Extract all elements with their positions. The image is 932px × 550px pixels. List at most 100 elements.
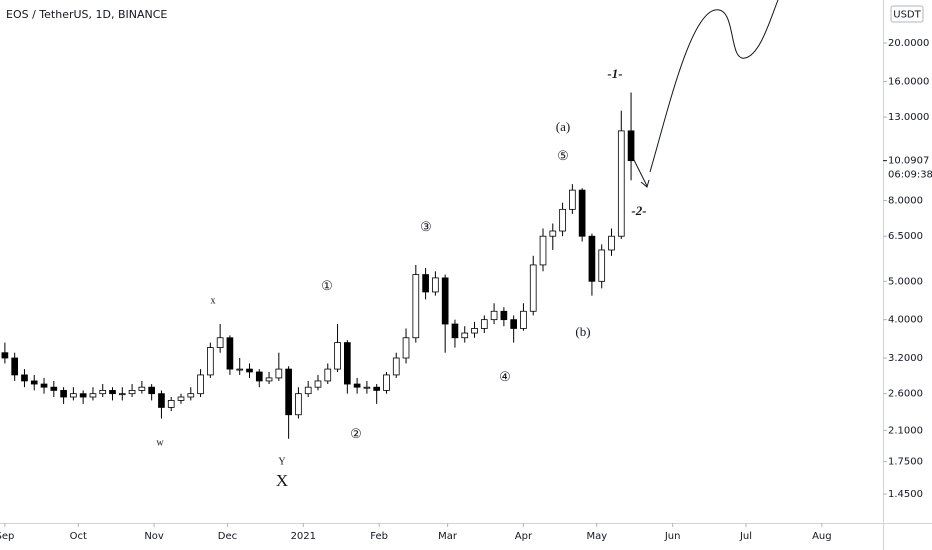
candle-body xyxy=(99,390,107,395)
candle-body xyxy=(216,337,224,348)
wave-label: X xyxy=(276,471,288,490)
candle-body xyxy=(480,319,488,329)
x-tick-label: Nov xyxy=(144,531,164,542)
candle-body xyxy=(451,323,459,339)
x-tick-label: Oct xyxy=(70,531,87,542)
candle-body xyxy=(343,342,351,385)
candle-body xyxy=(138,386,146,391)
y-tick-label: 8.0000 xyxy=(888,196,923,207)
candle-body xyxy=(60,390,67,398)
wave-label: -2- xyxy=(631,203,646,218)
wave-label: -1- xyxy=(607,66,622,81)
candle-body xyxy=(559,208,566,232)
candle-body xyxy=(510,319,517,329)
candle-body xyxy=(569,189,576,210)
candle-body xyxy=(598,249,606,282)
candle-body xyxy=(79,393,87,398)
candle-body xyxy=(167,400,175,408)
candle-body xyxy=(118,393,126,396)
candle-body xyxy=(578,189,586,237)
last-price-label: 10.0907 xyxy=(888,156,929,167)
candle-body xyxy=(246,368,253,373)
candle-body xyxy=(314,380,322,388)
currency-badge[interactable] xyxy=(890,5,924,23)
x-tick-label: Sep xyxy=(0,531,14,542)
wave-label: ② xyxy=(350,426,362,441)
wave-label: Y xyxy=(278,456,285,467)
candle-body xyxy=(158,393,165,408)
x-tick-label: Jun xyxy=(664,531,681,542)
candle-body xyxy=(373,386,381,391)
y-tick-label: 1.4500 xyxy=(888,489,923,500)
candle-body xyxy=(353,383,361,388)
candle-body xyxy=(70,393,77,398)
y-tick-label: 5.0000 xyxy=(888,276,923,287)
candle-body xyxy=(627,130,635,162)
candle-body xyxy=(588,235,596,282)
candle-body xyxy=(461,332,469,339)
x-tick-label: Mar xyxy=(438,531,458,542)
wave-label: (a) xyxy=(556,119,570,134)
candle-body xyxy=(285,368,292,416)
candle-body xyxy=(177,396,185,401)
chart-title: EOS / TetherUS, 1D, BINANCE xyxy=(6,8,167,21)
candle-body xyxy=(50,386,58,391)
candle-body xyxy=(207,347,214,376)
y-tick-label: 3.2000 xyxy=(888,353,923,364)
candle-body xyxy=(1,352,9,359)
candle-body xyxy=(539,235,547,266)
candle-body xyxy=(471,328,478,334)
candle-body xyxy=(392,357,400,376)
wave-label: w xyxy=(156,437,164,448)
candle-body xyxy=(265,377,273,382)
y-tick-label: 13.0000 xyxy=(888,112,929,123)
candle-body xyxy=(617,130,625,237)
candle-body xyxy=(608,235,615,251)
candle-body xyxy=(148,386,155,395)
candle-body xyxy=(520,310,527,329)
y-tick-label: 2.6000 xyxy=(888,389,923,400)
candle-body xyxy=(402,337,410,359)
candle-body xyxy=(383,374,390,391)
currency-label[interactable]: USDT xyxy=(893,10,921,21)
candle-body xyxy=(21,374,28,382)
candle-body xyxy=(490,310,498,321)
candle-body xyxy=(275,368,283,379)
wave-label: ④ xyxy=(499,369,511,384)
y-tick-label: 6.5000 xyxy=(888,231,923,242)
candle-body xyxy=(187,393,195,398)
x-tick-label: Apr xyxy=(515,531,533,542)
candle-body xyxy=(363,386,371,389)
x-tick-label: Aug xyxy=(812,531,832,542)
candle-body xyxy=(324,368,332,382)
candle-body xyxy=(226,337,234,370)
y-tick-label: 20.0000 xyxy=(888,38,929,49)
candle-body xyxy=(197,374,204,395)
y-tick-label: 2.1000 xyxy=(888,425,923,436)
wave-label: ① xyxy=(321,278,333,293)
candle-body xyxy=(30,380,38,385)
candle-body xyxy=(109,390,116,395)
x-tick-label: Jul xyxy=(739,531,752,542)
candle-body xyxy=(432,277,439,293)
candle-body xyxy=(255,371,263,382)
candle-body xyxy=(529,264,537,312)
wave-label: x xyxy=(211,295,216,306)
x-tick-label: Dec xyxy=(218,531,237,542)
y-tick-label: 1.7500 xyxy=(888,457,923,468)
wave-label: (b) xyxy=(575,324,590,339)
candle-body xyxy=(128,390,136,395)
wave-label: ③ xyxy=(420,219,432,234)
candle-body xyxy=(334,342,341,370)
candle-body xyxy=(89,393,97,398)
candle-body xyxy=(304,386,312,395)
candle-body xyxy=(40,383,48,388)
y-tick-label: 4.0000 xyxy=(888,315,923,326)
forecast-arrow xyxy=(632,157,650,188)
candle-body xyxy=(500,310,508,321)
candle-body xyxy=(441,277,449,325)
candle-body xyxy=(549,230,557,237)
candle-body xyxy=(422,274,429,293)
